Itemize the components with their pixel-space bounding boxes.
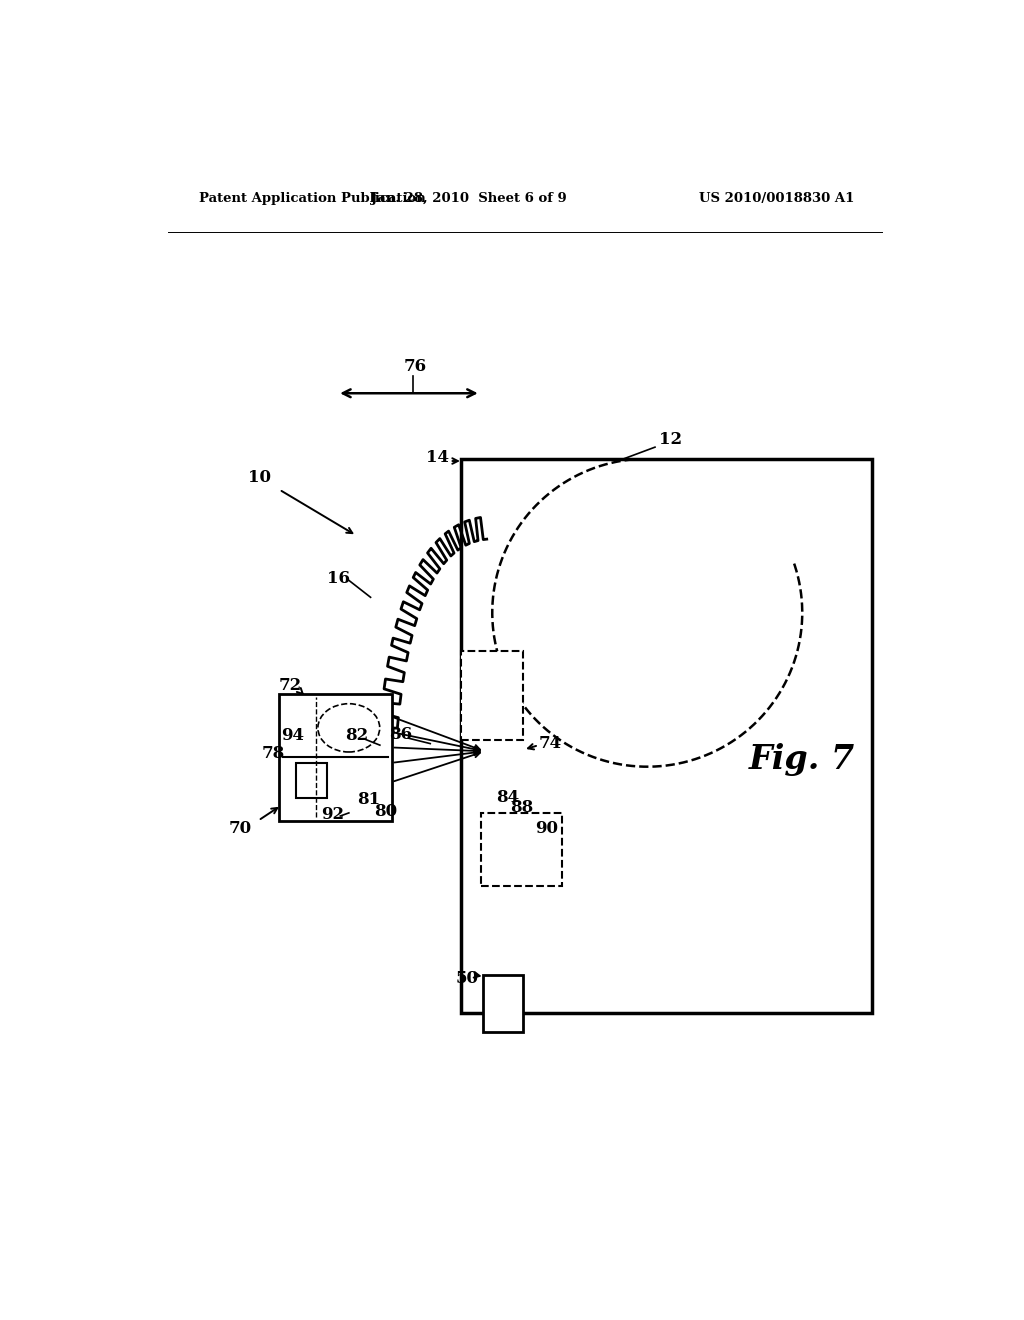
- Text: 82: 82: [345, 727, 369, 744]
- Bar: [461, 651, 523, 739]
- Text: 94: 94: [282, 727, 304, 744]
- Text: 72: 72: [280, 677, 302, 694]
- Bar: [461, 459, 872, 1014]
- Text: 92: 92: [322, 807, 344, 822]
- Text: 86: 86: [389, 726, 413, 743]
- Text: 10: 10: [248, 470, 271, 487]
- Text: 50: 50: [456, 970, 478, 987]
- Bar: [280, 693, 391, 821]
- Text: 70: 70: [228, 820, 252, 837]
- Text: US 2010/0018830 A1: US 2010/0018830 A1: [698, 191, 854, 205]
- Text: 90: 90: [535, 820, 558, 837]
- Text: 14: 14: [427, 449, 450, 466]
- Text: 81: 81: [356, 791, 380, 808]
- Bar: [296, 763, 328, 799]
- Text: Fig. 7: Fig. 7: [750, 743, 855, 776]
- Text: 80: 80: [374, 803, 397, 820]
- Text: 78: 78: [262, 744, 286, 762]
- Text: Jan. 28, 2010  Sheet 6 of 9: Jan. 28, 2010 Sheet 6 of 9: [372, 191, 567, 205]
- Text: 16: 16: [328, 569, 350, 586]
- Text: 84: 84: [497, 789, 519, 807]
- Text: 74: 74: [539, 735, 562, 752]
- Text: 88: 88: [510, 799, 534, 816]
- Text: 12: 12: [658, 430, 682, 447]
- Bar: [480, 813, 562, 886]
- Text: 76: 76: [403, 358, 426, 375]
- Text: Patent Application Publication: Patent Application Publication: [200, 191, 426, 205]
- Bar: [483, 974, 523, 1032]
